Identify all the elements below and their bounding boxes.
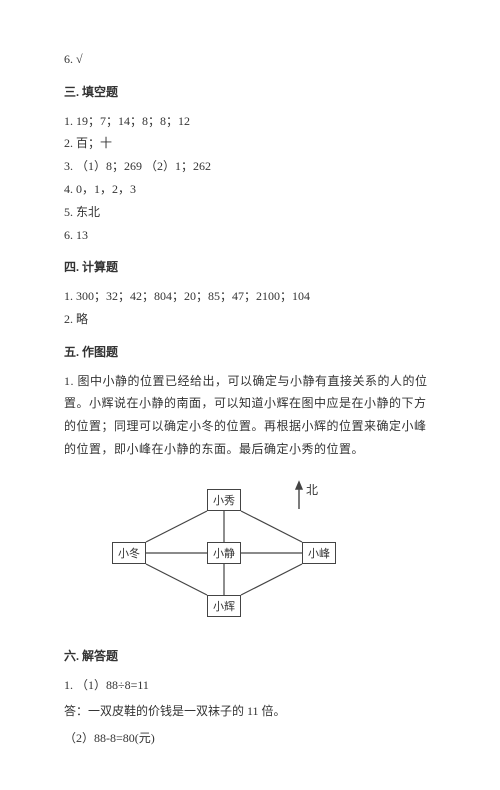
relationship-diagram: 小秀 小冬 小静 小峰 小辉 北 bbox=[94, 473, 374, 633]
section-3-title: 三. 填空题 bbox=[64, 81, 436, 104]
north-label: 北 bbox=[306, 479, 318, 502]
node-xiaofeng: 小峰 bbox=[302, 542, 336, 564]
s3-line-4: 4. 0，1，2，3 bbox=[64, 178, 436, 201]
page: 6. √ 三. 填空题 1. 19；7；14；8；8；12 2. 百；十 3. … bbox=[0, 0, 500, 790]
s3-line-5: 5. 东北 bbox=[64, 201, 436, 224]
s5-paragraph-1: 1. 图中小静的位置已经给出，可以确定与小静有直接关系的人的位置。小辉说在小静的… bbox=[64, 370, 436, 461]
node-xiaodong: 小冬 bbox=[112, 542, 146, 564]
s3-line-3: 3. （1）8；269 （2）1；262 bbox=[64, 155, 436, 178]
s6-line-3: （2）88-8=80(元) bbox=[64, 727, 436, 750]
section-5-title: 五. 作图题 bbox=[64, 341, 436, 364]
s6-line-1: 1. （1）88÷8=11 bbox=[64, 674, 436, 697]
node-xiaohui: 小辉 bbox=[207, 595, 241, 617]
section-4-title: 四. 计算题 bbox=[64, 256, 436, 279]
node-xiaojing: 小静 bbox=[207, 542, 241, 564]
item-6-check: 6. √ bbox=[64, 48, 436, 71]
s4-line-2: 2. 略 bbox=[64, 308, 436, 331]
s3-line-2: 2. 百；十 bbox=[64, 132, 436, 155]
s3-line-6: 6. 13 bbox=[64, 224, 436, 247]
section-6-title: 六. 解答题 bbox=[64, 645, 436, 668]
s4-line-1: 1. 300；32；42；804；20；85；47；2100；104 bbox=[64, 285, 436, 308]
node-xiaoxiu: 小秀 bbox=[207, 489, 241, 511]
s6-line-2: 答：一双皮鞋的价钱是一双袜子的 11 倍。 bbox=[64, 700, 436, 723]
s3-line-1: 1. 19；7；14；8；8；12 bbox=[64, 110, 436, 133]
